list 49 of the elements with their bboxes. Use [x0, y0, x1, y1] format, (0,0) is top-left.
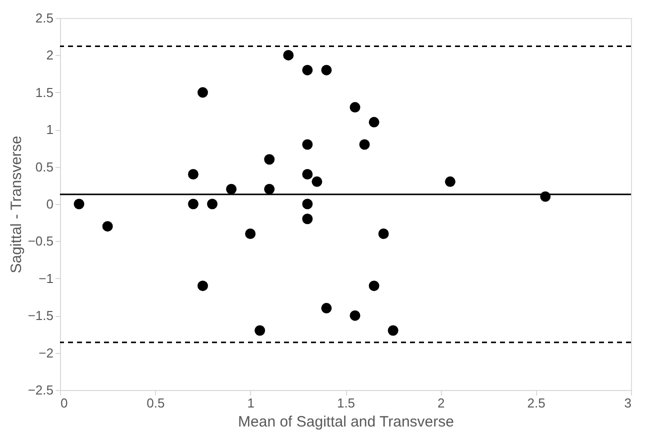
point	[388, 325, 398, 336]
x-axis-title: Mean of Sagittal and Transverse	[238, 414, 454, 430]
x-tick-label: 1	[247, 396, 254, 410]
point	[264, 184, 275, 194]
point	[302, 169, 313, 180]
x-tick-label: 2.5	[527, 396, 546, 410]
x-tick-label: 2	[438, 396, 445, 410]
y-tick-label: −1.5	[28, 308, 54, 324]
point	[350, 102, 360, 113]
y-tick-label: 1.5	[35, 84, 54, 100]
y-tick-label: 2	[46, 48, 54, 63]
x-tick-label: 0	[60, 396, 68, 410]
point	[264, 154, 275, 165]
y-tick-label: 0.5	[35, 159, 54, 174]
point	[188, 169, 198, 180]
point	[188, 198, 198, 210]
y-tick-label: −0.5	[28, 234, 54, 249]
point	[102, 221, 113, 232]
point	[359, 139, 370, 150]
point	[368, 280, 380, 292]
point	[378, 228, 389, 239]
point	[368, 116, 380, 128]
point	[302, 214, 313, 224]
x-tick-label: 1.5	[336, 396, 356, 410]
y-tick-label: −2	[38, 345, 54, 360]
point	[226, 184, 237, 194]
y-tick-label: −1	[38, 270, 54, 286]
point	[312, 176, 322, 187]
point	[350, 310, 360, 321]
y-tick-label: −2.5	[28, 382, 54, 398]
y-tick-label: 0	[46, 196, 54, 212]
y-axis-title: Sagittal - Transverse	[8, 136, 25, 274]
point	[283, 50, 294, 60]
point	[302, 198, 313, 210]
point	[198, 87, 208, 98]
point	[321, 302, 332, 314]
point	[444, 176, 456, 187]
point	[302, 139, 313, 150]
point	[302, 64, 313, 76]
y-tick-label: 1	[46, 122, 54, 138]
point	[207, 198, 218, 210]
point	[74, 198, 84, 210]
point	[321, 64, 332, 76]
point	[245, 228, 256, 239]
y-tick-label: 2.5	[35, 10, 54, 26]
point	[254, 325, 266, 336]
point	[198, 280, 208, 292]
x-tick-label: 3	[624, 396, 632, 410]
x-tick-label: 0.5	[146, 396, 165, 410]
